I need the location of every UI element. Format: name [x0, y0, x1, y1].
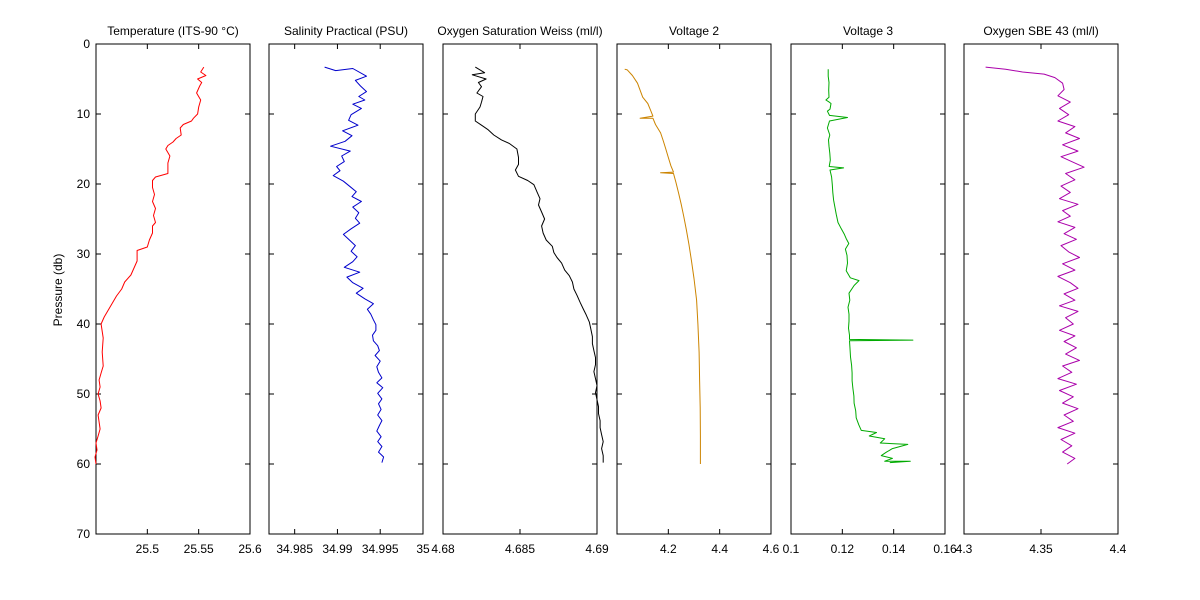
y-tick-label: 50 — [77, 387, 91, 401]
x-tick-label: 4.685 — [505, 542, 535, 556]
profile-line — [985, 66, 1085, 465]
x-tick-label: 35 — [416, 542, 430, 556]
x-tick-label: 25.55 — [184, 542, 214, 556]
profile-panel: Salinity Practical (PSU) 34.985 34.99 34.99… — [268, 24, 430, 556]
x-tick-label: 4.4 — [711, 542, 728, 556]
plot-frame — [268, 43, 424, 535]
x-tick-label: 0.1 — [783, 542, 800, 556]
x-tick-label: 0.16 — [933, 542, 957, 556]
x-tick-label: 4.4 — [1110, 542, 1127, 556]
y-tick-label: 20 — [77, 177, 91, 191]
panel-title: Oxygen SBE 43 (ml/l) — [983, 24, 1098, 38]
plot-frame — [790, 43, 946, 535]
x-tick-label: 4.3 — [956, 542, 973, 556]
x-tick-label: 0.12 — [831, 542, 855, 556]
profile-line — [94, 66, 207, 465]
profile-line — [324, 66, 385, 463]
plot-frame — [95, 43, 251, 535]
x-tick-label: 34.99 — [322, 542, 352, 556]
profile-panel: Oxygen Saturation Weiss (ml/l) 4.68 4.685 4… — [431, 24, 609, 556]
x-tick-label: 4.69 — [585, 542, 609, 556]
profile-line — [471, 66, 604, 463]
y-tick-label: 40 — [77, 317, 91, 331]
y-tick-label: 10 — [77, 107, 91, 121]
panel-title: Oxygen Saturation Weiss (ml/l) — [437, 24, 602, 38]
y-tick-label: 30 — [77, 247, 91, 261]
x-tick-label: 4.6 — [763, 542, 780, 556]
x-tick-label: 0.14 — [882, 542, 906, 556]
y-tick-label: 0 — [83, 37, 90, 51]
panel-title: Salinity Practical (PSU) — [284, 24, 408, 38]
profile-panel: Oxygen SBE 43 (ml/l) 4.3 4.35 4.4 — [956, 24, 1127, 556]
profile-panel: Voltage 2 4.2 4.4 4.6 — [616, 24, 780, 556]
panel-title: Voltage 3 — [843, 24, 893, 38]
x-tick-label: 25.5 — [136, 542, 160, 556]
profile-panel: Temperature (ITS-90 °C) 25.5 25.55 25.6 0 10 2… — [77, 24, 262, 556]
panel-title: Voltage 2 — [669, 24, 719, 38]
profile-line — [624, 68, 701, 464]
panel-title: Temperature (ITS-90 °C) — [107, 24, 239, 38]
x-tick-label: 4.68 — [431, 542, 455, 556]
plot-frame — [963, 43, 1119, 535]
y-tick-label: 70 — [77, 527, 91, 541]
y-tick-label: 60 — [77, 457, 91, 471]
profile-line — [825, 69, 914, 464]
x-tick-label: 4.35 — [1029, 542, 1053, 556]
x-tick-label: 25.6 — [238, 542, 262, 556]
profile-panel: Voltage 3 0.1 0.12 0.14 0.16 — [783, 24, 957, 556]
y-axis-label: Pressure (db) — [51, 254, 65, 327]
x-tick-label: 34.985 — [276, 542, 313, 556]
x-tick-label: 4.2 — [660, 542, 677, 556]
x-tick-label: 34.995 — [362, 542, 399, 556]
plot-frame — [616, 43, 772, 535]
